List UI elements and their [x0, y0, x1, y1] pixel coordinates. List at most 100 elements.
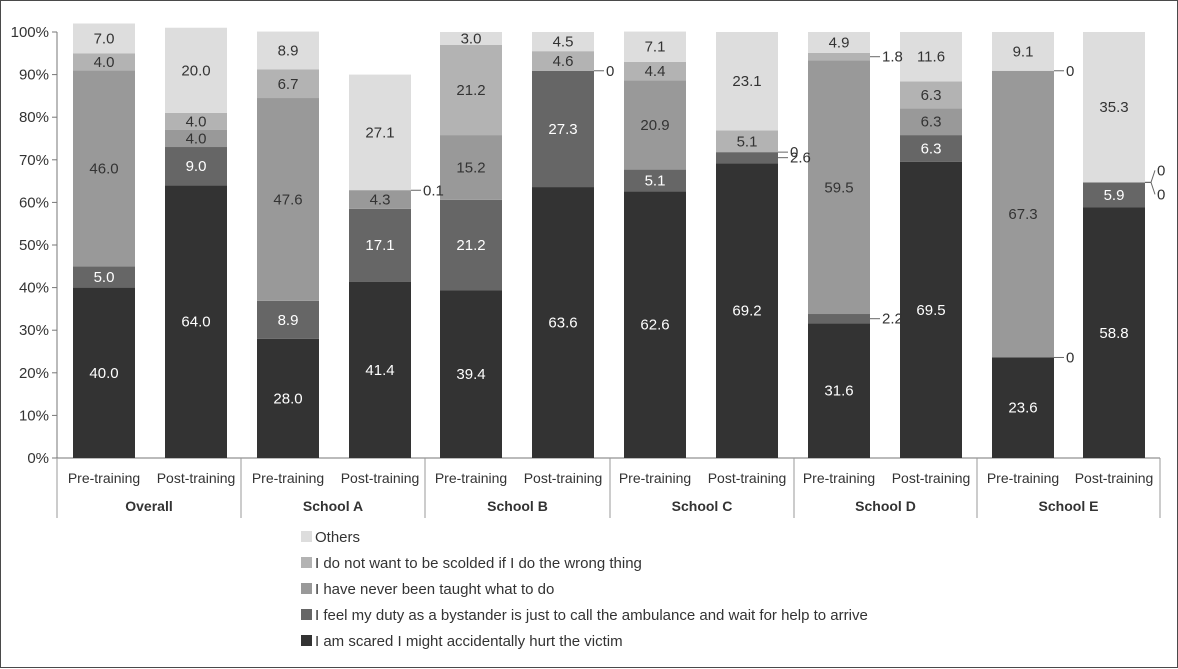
- category-label: Pre-training: [252, 470, 324, 486]
- data-label: 23.6: [1008, 400, 1037, 417]
- bar-segment: [808, 53, 870, 61]
- legend-label: I have never been taught what to do: [315, 581, 554, 598]
- y-tick-label: 0%: [27, 450, 49, 467]
- data-label: 28.0: [273, 390, 302, 407]
- y-tick-label: 80%: [19, 109, 49, 126]
- category-label: Post-training: [157, 470, 236, 486]
- data-label: 47.6: [273, 191, 302, 208]
- data-label: 31.6: [824, 383, 853, 400]
- group-label: Overall: [125, 498, 172, 514]
- legend-swatch: [301, 635, 312, 646]
- y-tick-label: 90%: [19, 67, 49, 84]
- data-label: 5.1: [737, 133, 758, 150]
- data-label: 8.9: [278, 43, 299, 60]
- category-label: Post-training: [708, 470, 787, 486]
- callout-label: 0: [1066, 349, 1074, 366]
- y-tick-label: 20%: [19, 365, 49, 382]
- data-label: 62.6: [640, 317, 669, 334]
- callout-label: 0: [606, 63, 614, 80]
- data-label: 21.2: [456, 237, 485, 254]
- data-label: 63.6: [548, 315, 577, 332]
- data-label: 27.1: [365, 124, 394, 141]
- legend-label: Others: [315, 529, 360, 546]
- legend-label: I am scared I might accidentally hurt th…: [315, 633, 623, 650]
- legend-swatch: [301, 531, 312, 542]
- data-label: 67.3: [1008, 206, 1037, 223]
- data-label: 64.0: [181, 314, 210, 331]
- data-label: 4.5: [553, 34, 574, 51]
- group-label: School E: [1039, 498, 1099, 514]
- callout-label: 0: [790, 144, 798, 161]
- data-label: 20.0: [181, 62, 210, 79]
- data-label: 15.2: [456, 159, 485, 176]
- data-label: 4.6: [553, 53, 574, 70]
- category-label: Pre-training: [435, 470, 507, 486]
- y-tick-label: 100%: [11, 24, 49, 41]
- legend-label: I feel my duty as a bystander is just to…: [315, 607, 868, 624]
- data-label: 8.9: [278, 312, 299, 329]
- data-label: 5.0: [94, 269, 115, 286]
- callout-leader: [1145, 182, 1155, 194]
- legend-swatch: [301, 557, 312, 568]
- category-label: Pre-training: [987, 470, 1059, 486]
- data-label: 6.3: [921, 87, 942, 104]
- data-label: 7.1: [645, 39, 666, 56]
- data-label: 23.1: [732, 73, 761, 90]
- category-label: Post-training: [1075, 470, 1154, 486]
- data-label: 69.5: [916, 302, 945, 319]
- category-label: Pre-training: [803, 470, 875, 486]
- data-label: 3.0: [461, 30, 482, 47]
- data-label: 6.7: [278, 76, 299, 93]
- data-label: 46.0: [89, 160, 118, 177]
- category-label: Pre-training: [619, 470, 691, 486]
- category-label: Pre-training: [68, 470, 140, 486]
- callout-leader: [1145, 170, 1155, 182]
- y-tick-label: 70%: [19, 152, 49, 169]
- bar-segment: [808, 314, 870, 323]
- y-tick-label: 10%: [19, 407, 49, 424]
- legend-label: I do not want to be scolded if I do the …: [315, 555, 642, 572]
- data-label: 6.3: [921, 141, 942, 158]
- callout-label: 0.1: [423, 182, 444, 199]
- y-tick-label: 60%: [19, 194, 49, 211]
- data-label: 17.1: [365, 237, 394, 254]
- data-label: 4.3: [370, 192, 391, 209]
- legend-swatch: [301, 609, 312, 620]
- data-label: 6.3: [921, 114, 942, 131]
- data-label: 5.9: [1104, 187, 1125, 204]
- bar-segment: [716, 152, 778, 163]
- data-label: 35.3: [1099, 99, 1128, 116]
- y-tick-label: 30%: [19, 322, 49, 339]
- callout-label: 0: [1157, 186, 1165, 203]
- data-label: 4.9: [829, 34, 850, 51]
- data-label: 4.0: [186, 131, 207, 148]
- data-label: 7.0: [94, 30, 115, 47]
- group-label: School D: [855, 498, 916, 514]
- data-label: 69.2: [732, 303, 761, 320]
- data-label: 39.4: [456, 366, 485, 383]
- data-label: 4.0: [186, 113, 207, 130]
- group-label: School B: [487, 498, 548, 514]
- data-label: 4.4: [645, 63, 666, 80]
- data-label: 5.1: [645, 172, 666, 189]
- y-tick-label: 40%: [19, 280, 49, 297]
- callout-label: 0: [1066, 63, 1074, 80]
- legend-swatch: [301, 583, 312, 594]
- data-label: 59.5: [824, 179, 853, 196]
- data-label: 40.0: [89, 365, 118, 382]
- callout-label: 0: [1157, 162, 1165, 179]
- data-label: 20.9: [640, 117, 669, 134]
- category-label: Post-training: [892, 470, 971, 486]
- data-label: 9.1: [1013, 43, 1034, 60]
- callout-label: 2.2: [882, 311, 903, 328]
- data-label: 4.0: [94, 54, 115, 71]
- category-label: Post-training: [524, 470, 603, 486]
- data-label: 21.2: [456, 82, 485, 99]
- data-label: 41.4: [365, 362, 394, 379]
- data-label: 27.3: [548, 121, 577, 138]
- y-tick-label: 50%: [19, 237, 49, 254]
- data-label: 58.8: [1099, 325, 1128, 342]
- group-label: School A: [303, 498, 363, 514]
